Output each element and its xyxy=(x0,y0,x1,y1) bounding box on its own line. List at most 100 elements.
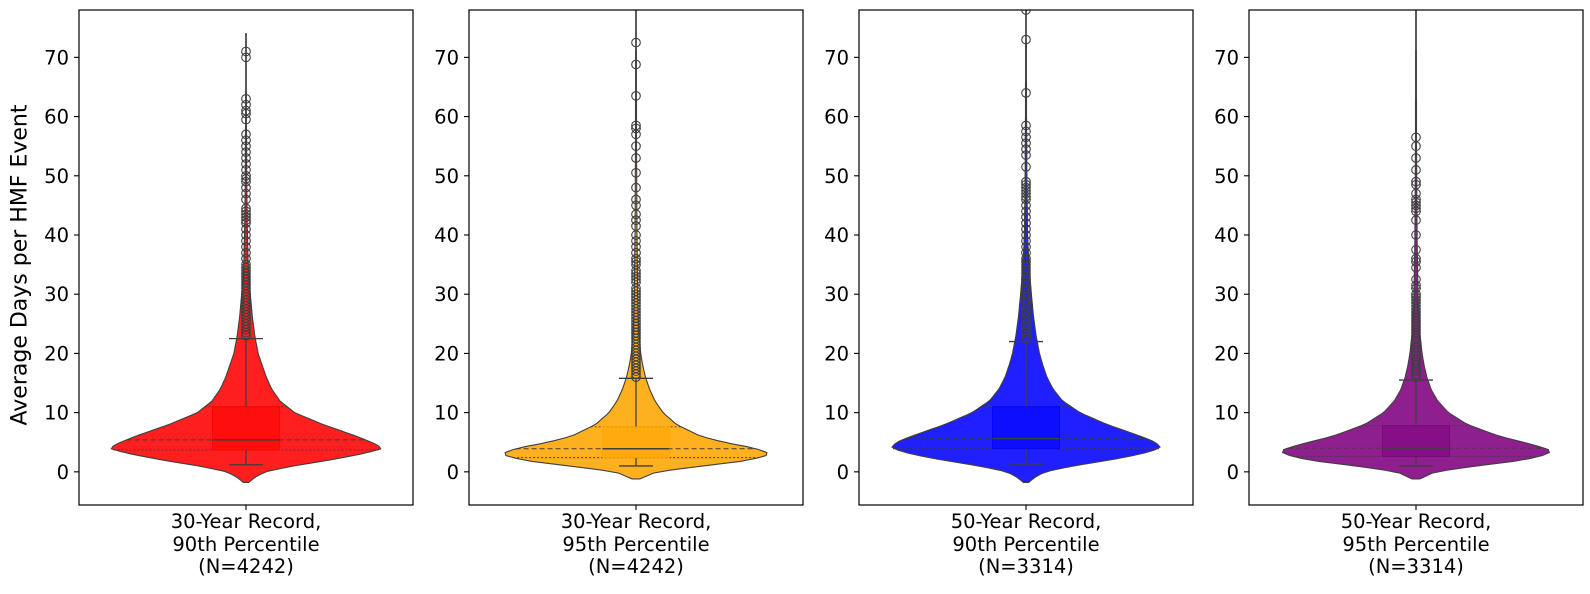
outlier-point xyxy=(1021,150,1031,160)
x-category-label: 30-Year Record, 95th Percentile (N=4242) xyxy=(469,510,803,579)
outlier-point xyxy=(1021,126,1031,137)
outlier-point xyxy=(241,247,251,258)
y-tick-label: 60 xyxy=(44,106,69,129)
y-tick-label: 0 xyxy=(57,461,69,484)
outlier-point xyxy=(1021,247,1031,258)
y-tick-label: 40 xyxy=(1214,224,1239,247)
outlier-point xyxy=(1021,132,1031,143)
y-tick-label: 70 xyxy=(434,46,459,69)
outlier-point xyxy=(241,209,251,220)
y-tick-label: 40 xyxy=(434,224,459,247)
outlier-point xyxy=(1411,153,1421,163)
outlier-point xyxy=(241,147,251,157)
x-category-label-line: 90th Percentile xyxy=(952,532,1100,556)
y-axis-title-text: Average Days per HMF Event xyxy=(7,104,33,426)
y-tick-label: 50 xyxy=(434,165,459,188)
y-tick-label: 70 xyxy=(824,46,849,69)
outlier-point xyxy=(241,52,251,63)
x-category-label: 30-Year Record, 90th Percentile (N=4242) xyxy=(79,510,413,579)
outlier-point xyxy=(631,289,641,300)
outlier-point xyxy=(631,153,641,163)
y-tick-label: 70 xyxy=(1214,46,1239,69)
box-iqr xyxy=(1382,425,1450,457)
outlier-point xyxy=(241,153,251,163)
x-category-label-line: (N=4242) xyxy=(588,555,684,578)
box-iqr xyxy=(602,426,670,459)
outlier-point xyxy=(1411,230,1421,240)
outlier-point xyxy=(1411,200,1421,211)
outlier-point xyxy=(631,236,641,246)
violin-panel-4: 0 10 20 30 40 50 60 70 xyxy=(1214,9,1584,510)
y-tick-label: 30 xyxy=(44,283,69,306)
y-tick-label: 0 xyxy=(447,461,459,484)
outlier-point xyxy=(1021,10,1031,15)
y-tick-label: 20 xyxy=(824,342,849,365)
y-tick-label: 10 xyxy=(434,402,459,425)
outlier-point xyxy=(1411,165,1421,175)
outlier-point xyxy=(631,182,641,193)
x-category-label-line: 95th Percentile xyxy=(562,532,710,556)
outlier-point xyxy=(1021,176,1031,187)
outlier-point xyxy=(1021,138,1031,149)
outlier-point xyxy=(631,200,641,211)
outlier-point xyxy=(1021,218,1031,229)
outlier-point xyxy=(1021,253,1031,264)
outlier-point xyxy=(1021,144,1031,154)
outlier-point xyxy=(631,221,641,231)
outlier-point xyxy=(241,265,251,276)
y-tick-label: 60 xyxy=(434,106,459,129)
outlier-point xyxy=(1021,259,1031,270)
panel-plot-area xyxy=(504,10,768,480)
outlier-point xyxy=(1021,120,1031,131)
outlier-point xyxy=(631,259,641,270)
x-category-label-line: 50-Year Record, xyxy=(1340,510,1492,533)
y-tick-label: 60 xyxy=(824,106,849,129)
outlier-point xyxy=(631,120,641,131)
outlier-point xyxy=(1021,179,1031,190)
outlier-point xyxy=(241,236,251,246)
outlier-point xyxy=(241,159,251,169)
x-category-label-line: (N=4242) xyxy=(198,555,294,578)
x-category-label-line: 50-Year Record, xyxy=(950,510,1102,533)
outlier-point xyxy=(241,194,251,205)
outlier-point xyxy=(241,259,251,270)
outlier-point xyxy=(1021,88,1031,98)
outlier-point xyxy=(241,135,251,146)
outlier-point xyxy=(241,241,251,252)
outlier-point xyxy=(631,37,641,48)
outlier-point xyxy=(241,99,251,110)
outlier-point xyxy=(1411,132,1421,143)
outlier-point xyxy=(241,165,251,175)
y-tick-label: 30 xyxy=(824,283,849,306)
box-iqr xyxy=(992,406,1060,450)
y-tick-label: 60 xyxy=(1214,106,1239,129)
outlier-point xyxy=(241,176,251,187)
outlier-point xyxy=(1411,256,1421,267)
outlier-point xyxy=(241,46,251,57)
outlier-point xyxy=(631,215,641,226)
y-tick-label: 50 xyxy=(824,165,849,188)
box-iqr xyxy=(212,406,280,451)
y-tick-label: 0 xyxy=(1227,461,1239,484)
outlier-point xyxy=(1411,295,1421,305)
outlier-point xyxy=(631,141,641,152)
outlier-point xyxy=(241,141,251,152)
violin-panel-3: 0 10 20 30 40 50 60 70 xyxy=(824,9,1194,510)
x-category-label-line: 30-Year Record, xyxy=(560,510,712,533)
outlier-point xyxy=(1021,162,1031,172)
outlier-point xyxy=(1021,224,1031,234)
outlier-point xyxy=(1411,280,1421,291)
outlier-point xyxy=(241,230,251,240)
outlier-point xyxy=(1021,34,1031,45)
outlier-point xyxy=(631,247,641,258)
y-tick-label: 50 xyxy=(1214,165,1239,188)
outlier-point xyxy=(241,93,251,104)
outlier-point xyxy=(1411,179,1421,190)
outlier-point xyxy=(1021,230,1031,240)
outlier-point xyxy=(1021,212,1031,223)
outlier-point xyxy=(1021,236,1031,246)
violin-panel-2: 0 10 20 30 40 50 60 70 xyxy=(434,9,804,510)
y-tick-label: 20 xyxy=(434,342,459,365)
outlier-point xyxy=(1021,241,1031,252)
y-tick-label: 40 xyxy=(824,224,849,247)
